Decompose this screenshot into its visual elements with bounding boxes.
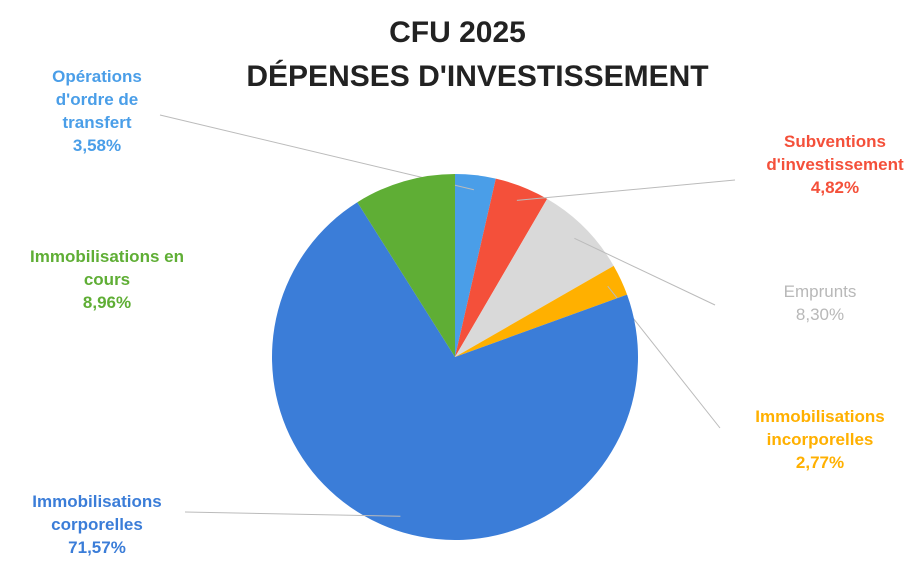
category-label: Emprunts (783, 282, 857, 301)
value-label: 4,82% (810, 178, 860, 197)
chart-subtitle: DÉPENSES D'INVESTISSEMENT (246, 60, 709, 93)
slice-label: Immobilisations en cours 8,96% (12, 245, 202, 314)
category-label: Immobilisations en cours (30, 247, 184, 289)
slice-label: Immobilisations incorporelles 2,77% (725, 405, 915, 474)
slice-label: Immobilisations corporelles 71,57% (7, 490, 187, 559)
leader-line (516, 179, 736, 201)
pie-slice (455, 178, 548, 357)
pie-slice (455, 174, 496, 357)
leader-line (184, 511, 401, 517)
value-label: 3,58% (72, 136, 122, 155)
pie-slice (455, 198, 614, 357)
value-label: 8,30% (795, 305, 845, 324)
slice-label: Emprunts 8,30% (740, 280, 900, 326)
value-label: 71,57% (68, 538, 126, 557)
value-label: 8,96% (82, 293, 132, 312)
chart-title: CFU 2025 (389, 16, 526, 49)
category-label: Opérations d'ordre de transfert (52, 67, 142, 132)
slice-label: Subventions d'investissement 4,82% (740, 130, 915, 199)
leader-line (574, 237, 716, 306)
category-label: Immobilisations corporelles (32, 492, 162, 534)
category-label: Immobilisations incorporelles (755, 407, 885, 449)
pie-slice (271, 202, 638, 540)
pie-slice (357, 174, 455, 357)
slice-label: Opérations d'ordre de transfert 3,58% (27, 65, 167, 157)
category-label: Subventions d'investissement (766, 132, 904, 174)
pie-slice (455, 265, 628, 357)
value-label: 2,77% (795, 453, 845, 472)
